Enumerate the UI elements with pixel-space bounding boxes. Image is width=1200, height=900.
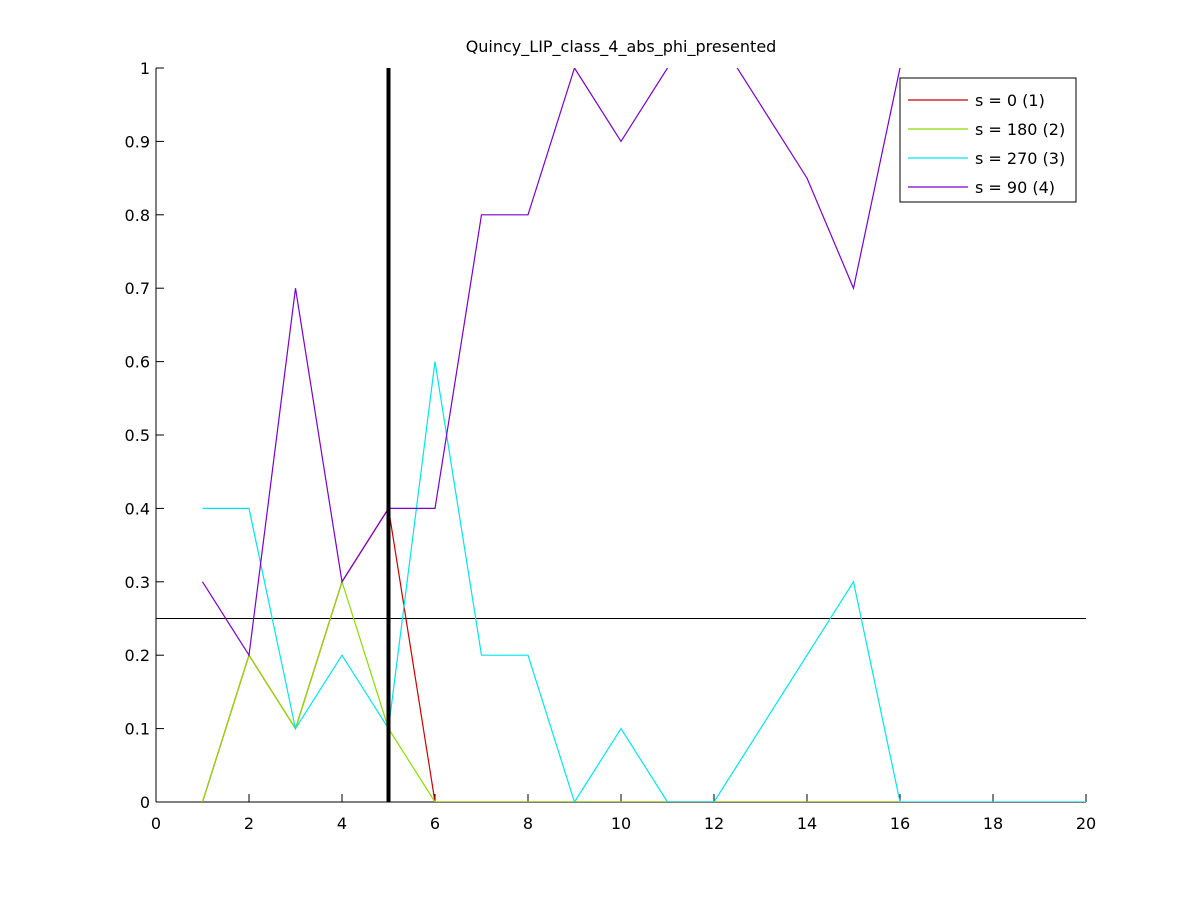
y-tick-label: 0.2 [125, 646, 150, 665]
series-line-3 [202, 361, 1086, 802]
x-tick-label: 2 [244, 814, 254, 833]
x-tick-label: 8 [523, 814, 533, 833]
y-tick-label: 0.7 [125, 279, 150, 298]
legend: s = 0 (1) s = 180 (2) s = 270 (3) s = 90 (4… [899, 77, 1077, 203]
x-tick-label: 4 [337, 814, 347, 833]
y-tick-label: 0.4 [125, 499, 150, 518]
y-tick-label: 0.9 [125, 132, 150, 151]
series-line-2 [201, 579, 900, 802]
x-tick-label: 20 [1076, 814, 1096, 833]
chart-title: Quincy_LIP_class_4_abs_phi_presented [466, 37, 777, 57]
y-tick-label: 0.1 [125, 720, 150, 739]
x-tick-label: 0 [151, 814, 161, 833]
legend-box [899, 77, 1077, 203]
legend-label: s = 270 (3) [975, 149, 1065, 168]
y-tick-label: 0.6 [125, 353, 150, 372]
y-tick-label: 0.5 [125, 426, 150, 445]
y-tick-label: 0.3 [125, 573, 150, 592]
x-tick-label: 18 [983, 814, 1003, 833]
y-tick-label: 0 [140, 793, 150, 812]
legend-label: s = 90 (4) [975, 178, 1055, 197]
x-tick-label: 14 [797, 814, 817, 833]
x-tick-label: 12 [704, 814, 724, 833]
x-tick-label: 6 [430, 814, 440, 833]
legend-label: s = 0 (1) [975, 91, 1045, 110]
x-tick-label: 16 [890, 814, 910, 833]
x-tick-label: 10 [611, 814, 631, 833]
y-tick-label: 1 [140, 59, 150, 78]
series-line-4 [201, 68, 901, 657]
plot-area: 0 2 4 6 8 10 12 14 16 18 20 0 0.1 0.2 0.3 0.4 0.5 0.6 0.7 0… [125, 59, 1097, 833]
y-tick-label: 0.8 [125, 206, 150, 225]
legend-label: s = 180 (2) [975, 120, 1065, 139]
